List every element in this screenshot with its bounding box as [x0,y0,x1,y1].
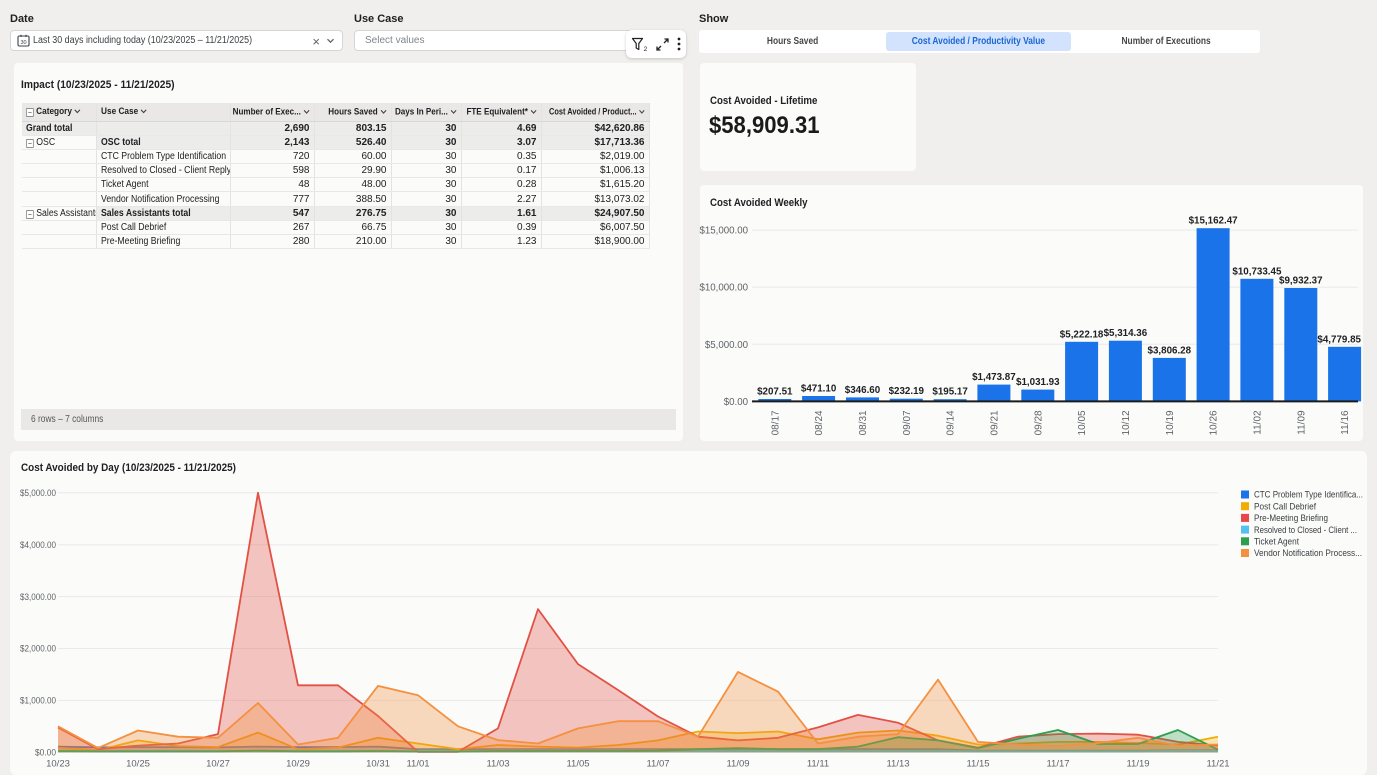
svg-text:11/13: 11/13 [886,758,909,769]
svg-text:10/27: 10/27 [206,758,230,769]
svg-text:$1,000.00: $1,000.00 [20,696,56,706]
svg-text:11/21: 11/21 [1206,758,1229,769]
svg-text:Ticket Agent: Ticket Agent [1254,537,1299,547]
svg-text:$3,806.28: $3,806.28 [1148,345,1192,356]
svg-text:$471.10: $471.10 [801,384,837,395]
svg-text:11/19: 11/19 [1126,758,1149,769]
svg-text:08/24: 08/24 [814,410,825,435]
svg-text:Post Call Debrief: Post Call Debrief [1254,501,1316,511]
svg-text:Pre-Meeting Briefing: Pre-Meeting Briefing [1254,513,1328,523]
svg-text:$1,031.93: $1,031.93 [1016,377,1060,388]
svg-text:$195.17: $195.17 [932,387,968,398]
svg-text:10/05: 10/05 [1077,410,1088,435]
svg-text:$10,000.00: $10,000.00 [700,283,749,294]
svg-text:$10,733.45: $10,733.45 [1232,266,1282,277]
svg-text:09/07: 09/07 [902,410,913,435]
svg-text:10/25: 10/25 [126,758,150,769]
svg-text:11/05: 11/05 [566,758,589,769]
svg-text:$5,314.36: $5,314.36 [1104,328,1148,339]
svg-text:$0.00: $0.00 [35,748,56,758]
svg-text:$15,162.47: $15,162.47 [1189,216,1239,227]
svg-text:08/31: 08/31 [858,410,869,435]
svg-text:11/11: 11/11 [807,758,829,769]
svg-text:2: 2 [644,46,647,52]
svg-text:Vendor Notification Process...: Vendor Notification Process... [1254,548,1362,558]
svg-text:11/03: 11/03 [486,758,509,769]
svg-text:30: 30 [20,40,26,46]
svg-text:11/01: 11/01 [406,758,429,769]
svg-text:10/26: 10/26 [1209,410,1220,435]
svg-text:10/23: 10/23 [46,758,70,769]
svg-text:09/21: 09/21 [989,410,1000,435]
svg-text:$0.00: $0.00 [724,397,749,408]
svg-text:11/09: 11/09 [726,758,749,769]
svg-text:11/16: 11/16 [1340,410,1351,435]
svg-text:08/17: 08/17 [770,410,781,435]
svg-text:$5,222.18: $5,222.18 [1060,329,1104,340]
svg-text:$15,000.00: $15,000.00 [700,226,749,237]
svg-text:11/02: 11/02 [1252,410,1263,435]
svg-text:11/15: 11/15 [966,758,989,769]
svg-text:$346.60: $346.60 [845,385,881,396]
svg-text:Resolved to Closed - Client ..: Resolved to Closed - Client ... [1254,525,1357,535]
svg-text:$2,000.00: $2,000.00 [20,644,56,654]
svg-text:11/07: 11/07 [646,758,669,769]
svg-text:$5,000.00: $5,000.00 [20,488,56,498]
svg-text:09/28: 09/28 [1033,410,1044,435]
svg-text:10/19: 10/19 [1165,410,1176,435]
svg-text:09/14: 09/14 [946,410,957,435]
svg-text:11/17: 11/17 [1046,758,1069,769]
svg-text:$232.19: $232.19 [889,386,925,397]
svg-text:$207.51: $207.51 [757,387,793,398]
svg-text:11/09: 11/09 [1296,410,1307,435]
svg-text:$5,000.00: $5,000.00 [705,340,749,351]
svg-text:$4,779.85: $4,779.85 [1317,334,1361,345]
svg-text:$1,473.87: $1,473.87 [972,372,1016,383]
svg-text:$9,932.37: $9,932.37 [1279,276,1323,287]
svg-text:$4,000.00: $4,000.00 [20,540,56,550]
svg-text:10/31: 10/31 [366,758,390,769]
svg-text:CTC Problem Type Identifica...: CTC Problem Type Identifica... [1254,490,1363,500]
svg-text:10/12: 10/12 [1121,410,1132,435]
svg-text:10/29: 10/29 [286,758,310,769]
svg-text:$3,000.00: $3,000.00 [20,592,56,602]
